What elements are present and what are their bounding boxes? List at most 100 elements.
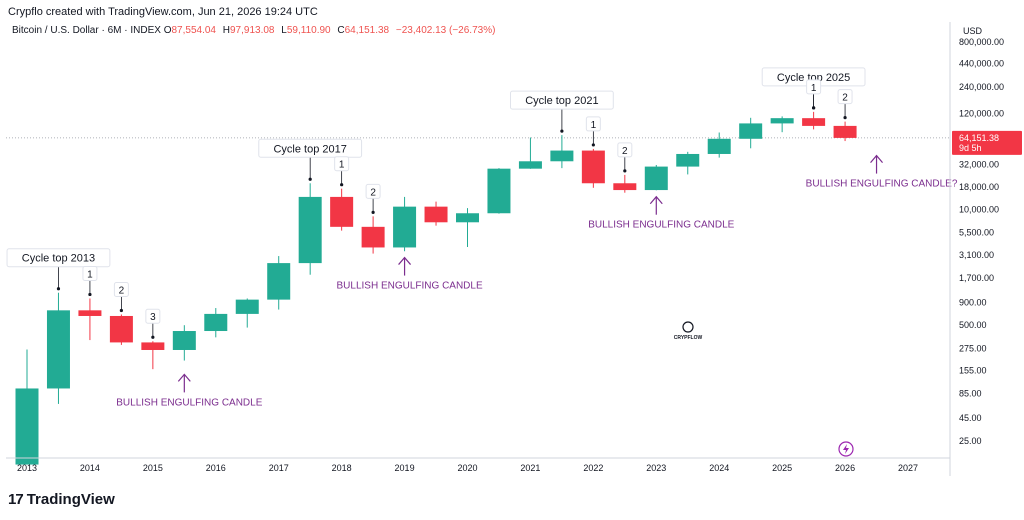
candle-body [707,138,731,154]
count-box [82,265,98,281]
count-box [145,308,161,324]
y-tick-label: 155.00 [959,365,987,375]
lightning-icon-bolt [843,444,849,454]
x-tick-label: 2019 [395,463,415,473]
candle-body [361,226,385,248]
x-tick-label: 2022 [583,463,603,473]
last-price-value: 64,151.38 [959,133,999,143]
candle-body [46,310,70,389]
count-label: 2 [370,187,376,198]
y-tick-label: 800,000.00 [959,37,1004,47]
candle-up [707,132,731,158]
close-key: C [337,25,345,36]
low-value: 59,110.90 [286,25,331,36]
count-label: 3 [150,312,156,323]
count-label: 2 [119,285,125,296]
count-box [806,79,822,95]
callout-box [258,138,363,158]
candle-up [518,137,542,169]
candle-body [267,263,291,300]
annotations: Cycle top 2013 Cycle top 2017 Cycle top 20… [6,67,958,457]
note-label: BULLISH ENGULFING CANDLE? [806,179,958,190]
count-box [113,281,129,297]
lightning-icon [838,441,854,457]
callout-label: Cycle top 2025 [777,72,850,84]
candle-down [330,188,354,231]
candle-body [298,196,322,264]
y-tick-label: 120,000.00 [959,109,1004,119]
x-tick-label: 2024 [709,463,729,473]
callout-label: Cycle top 2017 [273,143,346,155]
high-value: 97,913.08 [230,25,275,36]
candle-up [676,151,700,175]
x-tick-label: 2023 [646,463,666,473]
y-tick-label: 85.00 [959,389,982,399]
tradingview-logo[interactable]: 17 TradingView [8,488,115,510]
count-label: 2 [842,93,848,104]
tradingview-logo-icon: 17 [8,490,24,508]
close-value: 64,151.38 [344,25,390,36]
chart-credit: Crypflo created with TradingView.com, Ju… [8,6,318,18]
candle-down [833,121,857,142]
candle-up [267,256,291,310]
watermark-icon [682,321,694,333]
candle-up [644,164,668,191]
candle-body [235,299,259,314]
candle-down [613,174,637,193]
candle-up [15,349,39,465]
crypflow-watermark: CRYPFLOW [674,321,703,341]
y-tick-label: 440,000.00 [959,59,1004,69]
candle-body [739,123,763,139]
count-label: 1 [87,269,93,280]
x-tick-label: 2017 [269,463,289,473]
callout-box [6,248,111,268]
tradingview-wordmark: TradingView [26,490,115,508]
y-tick-label: 5,500.00 [959,228,994,238]
y-tick-label: 240,000.00 [959,82,1004,92]
watermark-label: CRYPFLOW [674,335,703,341]
candle-down [802,111,826,130]
x-tick-label: 2020 [457,463,477,473]
count-label: 1 [591,120,597,131]
last-price-badge [952,130,1022,155]
y-tick-label: 1,700.00 [959,273,994,283]
candle-body [833,125,857,138]
candle-body [644,166,668,191]
note-label: BULLISH ENGULFING CANDLE [336,281,482,292]
candle-up [46,292,70,404]
x-tick-label: 2021 [520,463,540,473]
lightning-icon-ring [838,441,854,457]
x-tick-label: 2014 [80,463,100,473]
count-box [617,142,633,158]
candle-body [330,196,354,227]
candle-body [518,161,542,169]
x-tick-label: 2018 [332,463,352,473]
high-key: H [222,25,230,36]
candle-body [15,388,39,465]
currency-label: USD [963,26,983,36]
note-label: BULLISH ENGULFING CANDLE [588,220,734,231]
callout-label: Cycle top 2021 [525,95,598,107]
x-tick-label: 2025 [772,463,792,473]
candle-body [141,342,165,350]
candle-body [770,118,794,124]
count-label: 1 [811,83,817,94]
candle-up [172,325,196,361]
last-price-countdown: 9d 5h [959,143,982,153]
callout-box [509,90,614,110]
x-tick-label: 2015 [143,463,163,473]
y-tick-label: 18,000.00 [959,182,999,192]
x-tick-label: 2027 [898,463,918,473]
note-label: BULLISH ENGULFING CANDLE [116,397,262,408]
callout-label: Cycle top 2013 [22,253,95,265]
candle-up [770,116,794,133]
open-key: O [163,25,172,36]
note-arrow-head [649,195,663,205]
candle-body [393,206,417,248]
x-tick-label: 2013 [17,463,37,473]
y-tick-label: 45.00 [959,413,982,423]
candle-body [581,150,605,184]
candle-body [424,206,448,223]
candle-up [739,117,763,149]
